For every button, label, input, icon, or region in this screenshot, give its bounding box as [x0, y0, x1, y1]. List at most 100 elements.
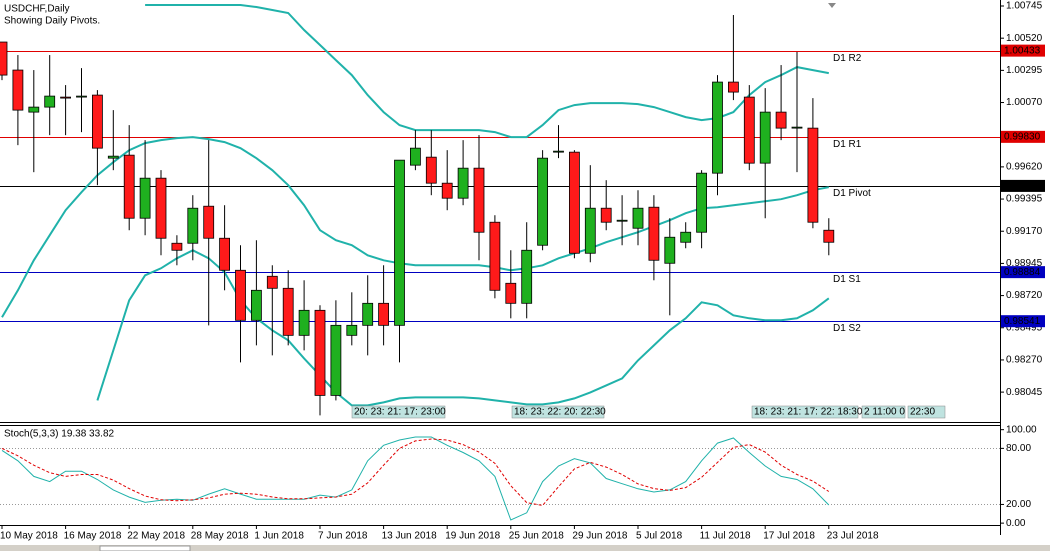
- time-label-box: [751, 405, 859, 419]
- stoch-line: [1, 438, 830, 506]
- y-tick-label: 0.98495: [1006, 322, 1043, 333]
- y-tick-label: 0.98720: [1006, 290, 1043, 301]
- y-tick-label: 0.98270: [1006, 355, 1043, 366]
- price-box-label: 0.98541: [1004, 316, 1041, 327]
- x-tick-label: 19 Jun 2018: [445, 531, 500, 542]
- stochastic-panel: 100.00 80.00 20.00 0.00: [0, 424, 1037, 529]
- candle-body: [425, 156, 437, 184]
- candle-body: [187, 207, 199, 244]
- candle-body: [823, 229, 835, 243]
- candle-body: [219, 237, 231, 271]
- candle-body: [743, 96, 755, 164]
- indicator-title: Stoch(5,3,3) 19.38 33.82: [4, 429, 115, 440]
- candle-body: [457, 167, 469, 199]
- candle-body: [203, 205, 215, 239]
- pivot-name: D1 R2: [833, 53, 862, 64]
- candle-body: [394, 159, 405, 326]
- x-tick-label: 7 Jun 2018: [318, 531, 368, 542]
- x-tick-label: 22 May 2018: [127, 531, 185, 542]
- band-line: [1, 136, 829, 318]
- candle-body: [171, 242, 183, 251]
- x-tick-label: 11 Jul 2018: [700, 531, 751, 542]
- candle-body: [553, 150, 564, 153]
- candle-body: [314, 309, 326, 396]
- pivot-name: D1 R1: [833, 139, 862, 150]
- candle-body: [489, 221, 501, 291]
- candle-body: [775, 111, 787, 129]
- candle-body: [537, 157, 548, 246]
- candle-body: [235, 269, 246, 321]
- main-panel: D1 R2 D1 R1 D1 Pivot D1 S1 D1 S2 20: 23: 21: …: [0, 4, 1000, 419]
- y-tick-label: 20.00: [1006, 499, 1031, 510]
- candle-body: [441, 182, 453, 199]
- price-box: [1001, 315, 1045, 328]
- time-label-box: [351, 405, 446, 419]
- stoch-line: [1, 436, 830, 521]
- price-box-label: 0.99830: [1004, 131, 1041, 142]
- candle-body: [28, 106, 40, 113]
- candle-body: [12, 69, 24, 111]
- candle-body: [76, 95, 87, 98]
- price-box-label: 1.00433: [1004, 45, 1041, 56]
- price-box: [1001, 44, 1045, 57]
- y-tick-label: 1.00520: [1006, 33, 1043, 44]
- pivot-name: D1 S1: [833, 274, 861, 285]
- candle-body: [44, 95, 56, 108]
- candle-body: [298, 309, 310, 336]
- y-tick-label: 1.00745: [1006, 1, 1043, 12]
- y-tick-label: 0.98045: [1006, 387, 1043, 398]
- candle-body: [664, 236, 676, 264]
- candle-body: [648, 206, 660, 261]
- time-label-box: [907, 405, 946, 419]
- candle-body: [632, 207, 644, 229]
- candle-body: [759, 111, 771, 164]
- y-tick-label: 0.99395: [1006, 194, 1043, 205]
- shift-marker: [828, 3, 836, 8]
- x-tick-label: 29 Jun 2018: [572, 531, 627, 542]
- candle-body: [728, 81, 739, 93]
- candle-body: [155, 177, 167, 239]
- candle-body: [616, 219, 628, 222]
- candle-body: [139, 177, 151, 219]
- candle-body: [250, 289, 262, 321]
- candle-body: [362, 302, 374, 326]
- candle-body: [0, 41, 8, 76]
- candle-body: [346, 324, 358, 336]
- candle-body: [92, 94, 103, 149]
- price-box: [1001, 130, 1045, 143]
- price-box: [1001, 179, 1045, 192]
- candle-body: [107, 155, 119, 159]
- candle-body: [569, 151, 580, 254]
- price-box-label: 0.99487: [1004, 181, 1041, 192]
- tab-bar: [0, 545, 1050, 551]
- price-box: [1001, 266, 1045, 279]
- x-tick-label: 17 Jul 2018: [763, 531, 815, 542]
- y-tick-label: 0.98945: [1006, 258, 1043, 269]
- x-tick-label: 1 Jun 2018: [254, 531, 304, 542]
- candle-body: [330, 324, 342, 396]
- candle-body: [807, 127, 819, 223]
- pivot-name: D1 S2: [833, 323, 861, 334]
- candle-body: [505, 282, 517, 304]
- x-tick-label: 28 May 2018: [191, 531, 249, 542]
- pivot-name: D1 Pivot: [833, 188, 871, 199]
- candle-body: [791, 126, 803, 129]
- candle-body: [600, 207, 612, 223]
- x-tick-label: 16 May 2018: [64, 531, 122, 542]
- price-box-label: 0.98884: [1004, 267, 1041, 278]
- time-label: 20: 23: 21: 17: 23:00: [354, 407, 446, 418]
- x-tick-label: 23 Jul 2018: [827, 531, 879, 542]
- candle-body: [712, 81, 723, 174]
- tab: [99, 545, 191, 551]
- candle-body: [696, 172, 707, 233]
- candle-body: [282, 287, 294, 336]
- candle-body: [521, 249, 533, 304]
- x-tick-label: 5 Jul 2018: [636, 531, 683, 542]
- y-tick-label: 0.99620: [1006, 162, 1043, 173]
- y-tick-label: 80.00: [1006, 443, 1031, 454]
- candle-body: [584, 207, 596, 254]
- candle-body: [409, 147, 421, 166]
- time-label: 22:30: [910, 407, 935, 418]
- time-label-box: [861, 405, 906, 419]
